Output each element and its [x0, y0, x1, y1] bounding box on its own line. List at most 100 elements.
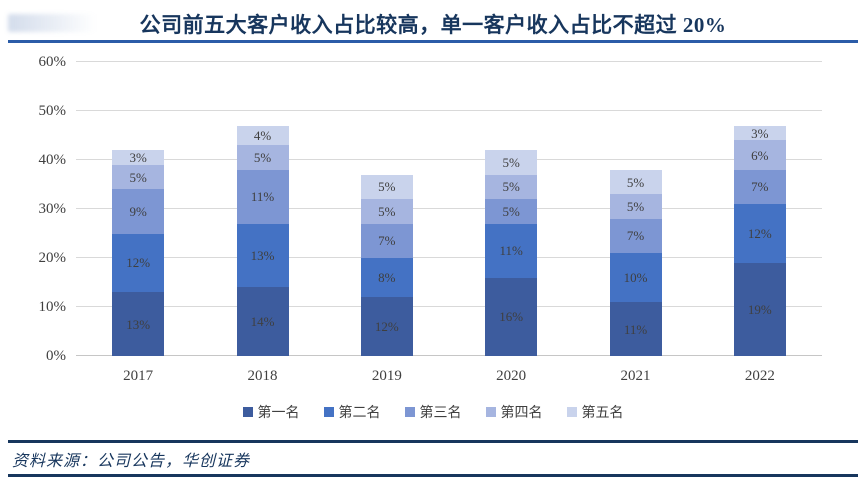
- bar-segment-2021-第五名: 5%: [609, 169, 662, 195]
- bar-segment-2021-第四名: 5%: [609, 194, 662, 219]
- segment-value-label: 3%: [751, 125, 769, 141]
- y-tick-label: 0%: [46, 348, 66, 364]
- bar-segment-2020-第二名: 11%: [485, 223, 538, 278]
- segment-value-label: 5%: [626, 199, 645, 215]
- bar-segment-2022-第一名: 19%: [733, 262, 786, 356]
- segment-value-label: 19%: [747, 301, 772, 317]
- bar-segment-2021-第二名: 10%: [609, 253, 662, 303]
- gridline: [76, 110, 822, 111]
- legend-label: 第四名: [500, 406, 543, 421]
- legend-swatch: [242, 407, 253, 417]
- y-tick-label: 50%: [38, 103, 67, 119]
- segment-value-label: 3%: [129, 150, 147, 165]
- bar-segment-2017-第五名: 3%: [112, 150, 165, 165]
- y-tick-label: 30%: [38, 201, 67, 217]
- segment-value-label: 5%: [502, 203, 520, 219]
- x-tick-label: 2022: [744, 368, 775, 384]
- gridline: [76, 306, 822, 307]
- x-tick-label: 2019: [371, 368, 402, 384]
- legend-item-第三名: 第三名: [404, 402, 462, 422]
- bar-segment-2019-第一名: 12%: [360, 297, 413, 356]
- bar-segment-2018-第一名: 14%: [236, 287, 289, 356]
- bar-segment-2018-第五名: 4%: [236, 125, 289, 146]
- segment-value-label: 12%: [747, 226, 772, 241]
- gridline: [76, 159, 822, 160]
- legend-label: 第五名: [581, 406, 624, 421]
- plot-area: 0% 10% 20% 30% 40% 50% 60% 13% 12% 9% 5% 3% 2017 14% 1…: [39, 54, 822, 384]
- bar-segment-2022-第三名: 7%: [733, 169, 786, 205]
- legend: 第一名 第二名 第三名 第四名 第五名: [0, 402, 866, 422]
- legend-label: 第三名: [419, 406, 462, 421]
- segment-value-label: 7%: [751, 179, 769, 195]
- segment-value-label: 5%: [378, 179, 396, 195]
- bar-segment-2019-第五名: 5%: [360, 174, 413, 200]
- gridline: [76, 208, 822, 209]
- y-tick-label: 40%: [38, 152, 67, 168]
- segment-value-label: 6%: [751, 147, 769, 163]
- segment-value-label: 7%: [378, 233, 396, 249]
- segment-value-label: 7%: [626, 228, 645, 244]
- bar-segment-2020-第三名: 5%: [485, 199, 538, 224]
- bar-segment-2018-第四名: 5%: [236, 145, 289, 170]
- gridline: [76, 257, 822, 258]
- x-tick-label: 2018: [247, 368, 278, 384]
- legend-swatch: [323, 407, 334, 417]
- bar-segment-2017-第一名: 13%: [112, 292, 165, 356]
- x-tick-label: 2020: [496, 368, 527, 384]
- legend-swatch: [566, 407, 577, 417]
- segment-value-label: 5%: [378, 203, 396, 219]
- bar-segment-2020-第四名: 5%: [485, 174, 538, 200]
- bar-segment-2019-第二名: 8%: [360, 258, 413, 298]
- bar-segment-2017-第二名: 12%: [112, 233, 165, 293]
- y-tick-label: 20%: [38, 250, 67, 266]
- segment-value-label: 11%: [499, 243, 523, 259]
- watermark: [8, 14, 96, 32]
- y-tick-label: 60%: [38, 54, 67, 70]
- segment-value-label: 14%: [250, 314, 275, 330]
- segment-value-label: 12%: [126, 255, 151, 271]
- segment-value-label: 5%: [129, 169, 147, 185]
- legend-item-第一名: 第一名: [242, 402, 300, 422]
- gridline: [76, 61, 822, 62]
- legend-swatch: [404, 407, 415, 417]
- bar-segment-2018-第三名: 11%: [236, 169, 289, 224]
- segment-value-label: 5%: [502, 154, 520, 170]
- bar-segment-2018-第二名: 13%: [236, 223, 289, 288]
- segment-value-label: 5%: [502, 179, 520, 195]
- bar-segment-2022-第二名: 12%: [733, 204, 786, 263]
- y-tick-label: 10%: [38, 299, 67, 315]
- bar-segment-2022-第四名: 6%: [733, 140, 786, 170]
- legend-item-第四名: 第四名: [485, 402, 543, 422]
- source-divider-top: [8, 440, 858, 443]
- legend-label: 第一名: [257, 406, 300, 421]
- segment-value-label: 11%: [250, 189, 275, 205]
- segment-value-label: 12%: [374, 319, 399, 335]
- bar-segment-2017-第三名: 9%: [112, 189, 165, 234]
- segment-value-label: 4%: [253, 128, 272, 144]
- title-divider: [8, 40, 858, 43]
- segment-value-label: 5%: [253, 150, 272, 166]
- source-note: 资料来源：公司公告，华创证券: [12, 453, 251, 470]
- x-tick-label: 2021: [620, 368, 651, 384]
- x-tick-label: 2017: [123, 368, 154, 384]
- segment-value-label: 13%: [250, 248, 275, 264]
- segment-value-label: 9%: [129, 203, 147, 219]
- source-divider-bottom: [8, 474, 858, 477]
- bar-segment-2022-第五名: 3%: [733, 125, 786, 141]
- bar-segment-2017-第四名: 5%: [112, 164, 165, 190]
- segment-value-label: 5%: [626, 174, 645, 190]
- segment-value-label: 8%: [378, 270, 396, 286]
- segment-value-label: 13%: [126, 316, 151, 332]
- legend-item-第五名: 第五名: [566, 402, 624, 422]
- bar-segment-2021-第一名: 11%: [609, 302, 662, 356]
- bar-segment-2021-第三名: 7%: [609, 218, 662, 254]
- segment-value-label: 11%: [623, 321, 648, 337]
- segment-value-label: 10%: [623, 270, 648, 286]
- bar-segment-2019-第三名: 7%: [360, 223, 413, 258]
- segment-value-label: 16%: [499, 309, 524, 325]
- legend-item-第二名: 第二名: [323, 402, 381, 422]
- legend-swatch: [485, 407, 496, 417]
- bar-segment-2019-第四名: 5%: [360, 199, 413, 224]
- chart-title: 公司前五大客户收入占比较高，单一客户收入占比不超过 20%: [139, 13, 727, 37]
